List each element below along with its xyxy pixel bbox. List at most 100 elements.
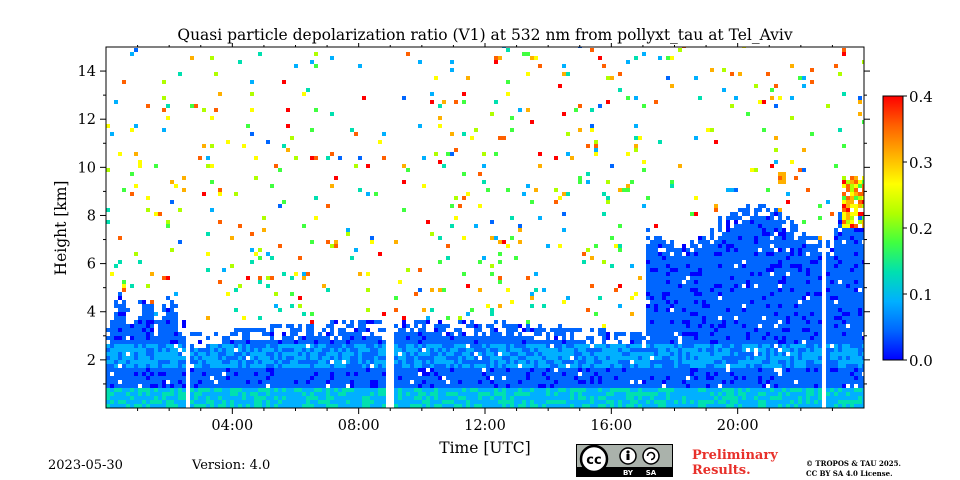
heatmap-cell <box>686 352 690 356</box>
heatmap-cell <box>650 260 654 264</box>
heatmap-cell <box>458 372 462 376</box>
heatmap-cell <box>510 344 514 348</box>
heatmap-cell <box>474 388 478 392</box>
heatmap-cell <box>762 352 766 356</box>
heatmap-cell <box>170 248 174 252</box>
heatmap-cell <box>802 324 806 328</box>
heatmap-cell <box>550 356 554 360</box>
heatmap-cell <box>734 292 738 296</box>
heatmap-cell <box>158 344 162 348</box>
heatmap-cell <box>606 404 610 408</box>
heatmap-cell <box>722 300 726 304</box>
heatmap-cell <box>694 324 698 328</box>
heatmap-cell <box>650 268 654 272</box>
heatmap-cell <box>666 308 670 312</box>
heatmap-cell <box>378 320 382 324</box>
heatmap-cell <box>598 396 602 400</box>
heatmap-cell <box>746 312 750 316</box>
heatmap-cell <box>350 396 354 400</box>
heatmap-cell <box>806 248 810 252</box>
heatmap-cell <box>362 336 366 340</box>
heatmap-cell <box>150 352 154 356</box>
heatmap-cell <box>778 296 782 300</box>
heatmap-cell <box>670 320 674 324</box>
heatmap-cell <box>642 384 646 388</box>
heatmap-cell <box>438 328 442 332</box>
heatmap-cell <box>426 320 430 324</box>
heatmap-cell <box>462 384 466 388</box>
heatmap-cell <box>262 396 266 400</box>
heatmap-cell <box>722 292 726 296</box>
heatmap-cell <box>122 316 126 320</box>
heatmap-cell <box>718 276 722 280</box>
heatmap-cell <box>294 364 298 368</box>
heatmap-cell <box>546 380 550 384</box>
heatmap-cell <box>478 360 482 364</box>
heatmap-cell <box>438 356 442 360</box>
heatmap-cell <box>630 352 634 356</box>
heatmap-cell <box>458 400 462 404</box>
heatmap-cell <box>722 288 726 292</box>
heatmap-cell <box>534 56 538 60</box>
heatmap-cell <box>726 308 730 312</box>
heatmap-cell <box>518 352 522 356</box>
heatmap-cell <box>810 324 814 328</box>
heatmap-cell <box>810 340 814 344</box>
heatmap-cell <box>514 352 518 356</box>
heatmap-cell <box>418 356 422 360</box>
heatmap-cell <box>310 128 314 132</box>
heatmap-cell <box>434 328 438 332</box>
heatmap-cell <box>438 332 442 336</box>
heatmap-cell <box>722 396 726 400</box>
heatmap-cell <box>726 356 730 360</box>
heatmap-cell <box>574 376 578 380</box>
heatmap-cell <box>294 392 298 396</box>
heatmap-cell <box>410 352 414 356</box>
heatmap-cell <box>490 340 494 344</box>
heatmap-cell <box>650 256 654 260</box>
heatmap-cell <box>498 388 502 392</box>
heatmap-cell <box>774 300 778 304</box>
heatmap-cell <box>686 284 690 288</box>
heatmap-cell <box>306 272 310 276</box>
heatmap-cell <box>702 404 706 408</box>
heatmap-cell <box>458 364 462 368</box>
heatmap-cell <box>806 288 810 292</box>
heatmap-cell <box>726 280 730 284</box>
heatmap-cell <box>414 348 418 352</box>
heatmap-cell <box>686 328 690 332</box>
heatmap-cell <box>398 384 402 388</box>
heatmap-cell <box>566 396 570 400</box>
heatmap-cell <box>662 276 666 280</box>
heatmap-cell <box>642 400 646 404</box>
heatmap-cell <box>578 364 582 368</box>
heatmap-cell <box>770 376 774 380</box>
heatmap-cell <box>362 344 366 348</box>
heatmap-cell <box>442 100 446 104</box>
heatmap-cell <box>294 388 298 392</box>
heatmap-cell <box>506 48 510 52</box>
heatmap-cell <box>482 348 486 352</box>
heatmap-cell <box>162 96 166 100</box>
heatmap-cell <box>306 340 310 344</box>
heatmap-cell <box>474 404 478 408</box>
heatmap-cell <box>446 244 450 248</box>
heatmap-cell <box>562 376 566 380</box>
heatmap-cell <box>250 392 254 396</box>
heatmap-cell <box>658 328 662 332</box>
heatmap-cell <box>758 244 762 248</box>
heatmap-cell <box>606 348 610 352</box>
heatmap-cell <box>662 320 666 324</box>
heatmap-cell <box>614 348 618 352</box>
heatmap-cell <box>462 392 466 396</box>
heatmap-cell <box>474 380 478 384</box>
heatmap-cell <box>170 380 174 384</box>
heatmap-cell <box>118 400 122 404</box>
heatmap-cell <box>338 344 342 348</box>
heatmap-cell <box>466 340 470 344</box>
heatmap-cell <box>134 392 138 396</box>
heatmap-cell <box>770 224 774 228</box>
heatmap-cell <box>494 344 498 348</box>
heatmap-cell <box>798 296 802 300</box>
heatmap-cell <box>738 228 742 232</box>
